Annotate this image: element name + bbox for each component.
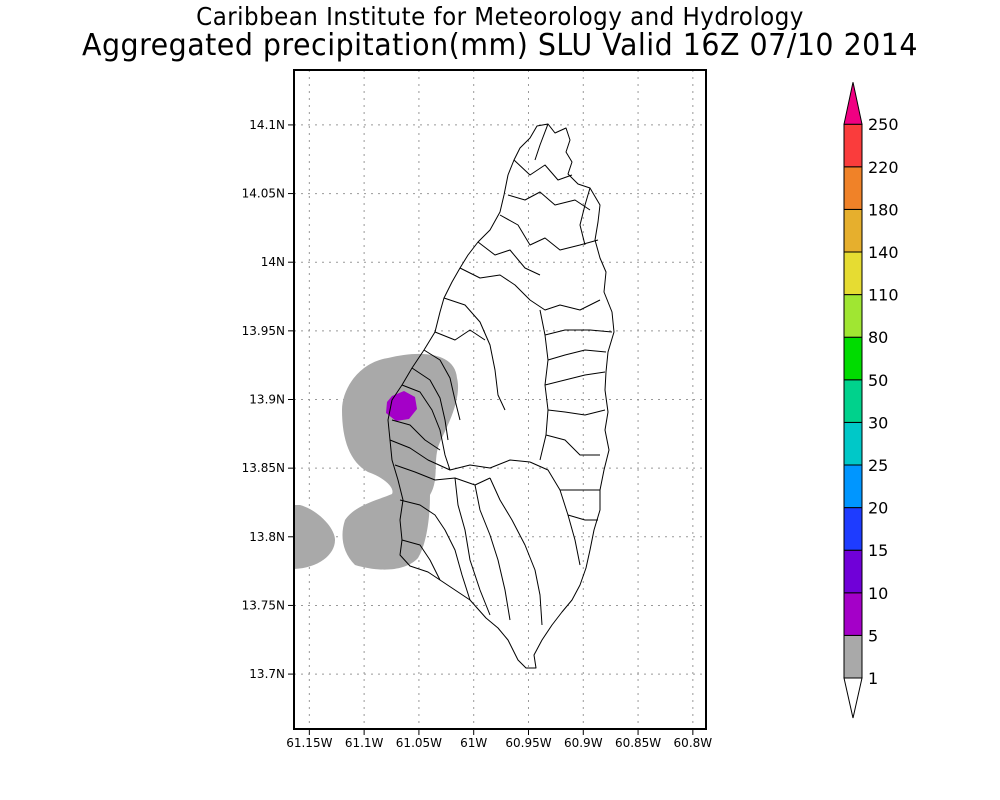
colorbar-band — [843, 421, 863, 466]
colorbar-label: 5 — [868, 626, 878, 645]
island-outline — [387, 123, 615, 669]
lat-tick-label: 13.95N — [242, 324, 285, 338]
colorbar-label: 25 — [868, 456, 888, 475]
colorbar-label: 10 — [868, 584, 888, 603]
longitude-axis: 61.15W 61.1W 61.05W 61W 60.95W 60.9W 60.85W 60.… — [286, 729, 712, 750]
colorbar-band — [843, 123, 863, 168]
colorbar-band — [843, 464, 863, 509]
precip-area-1-5mm — [342, 353, 459, 570]
lat-tick-label: 14.1N — [249, 118, 285, 132]
lat-tick-label: 13.7N — [249, 667, 285, 681]
lat-tick-label: 13.75N — [242, 598, 285, 612]
chart-title: Caribbean Institute for Meteorology and … — [196, 2, 804, 31]
colorbar-label: 1 — [868, 669, 878, 688]
lat-tick-label: 14N — [261, 255, 285, 269]
lon-tick-label: 61W — [460, 736, 487, 750]
lon-tick-label: 61.05W — [396, 736, 442, 750]
colorbar-label: 220 — [868, 158, 899, 177]
colorbar-label: 30 — [868, 413, 888, 432]
colorbar-below-triangle — [843, 677, 863, 719]
lat-tick-label: 13.9N — [249, 393, 285, 407]
latitude-axis: 14.1N 14.05N 14N 13.95N 13.9N 13.85N 13.8N 13.7… — [242, 118, 294, 681]
lon-tick-label: 60.9W — [564, 736, 603, 750]
colorbar-band — [843, 549, 863, 594]
colorbar-band — [843, 294, 863, 338]
lat-tick-label: 13.85N — [242, 461, 285, 475]
colorbar-band — [843, 379, 863, 423]
colorbar-label: 180 — [868, 200, 899, 219]
colorbar-band — [843, 592, 863, 636]
colorbar-label: 110 — [868, 286, 899, 305]
chart-subtitle: Aggregated precipitation(mm) SLU Valid 1… — [81, 28, 919, 63]
lon-tick-label: 60.8W — [674, 736, 713, 750]
colorbar-label: 20 — [868, 499, 888, 518]
colorbar-above-triangle — [843, 82, 863, 125]
colorbar-label: 80 — [868, 328, 888, 347]
colorbar-band — [843, 336, 863, 381]
lat-tick-label: 14.05N — [242, 187, 285, 201]
precip-shading — [294, 353, 459, 570]
lon-tick-label: 60.85W — [615, 736, 661, 750]
lat-tick-label: 13.8N — [249, 530, 285, 544]
colorbar-band — [843, 251, 863, 296]
colorbar-label: 15 — [868, 541, 888, 560]
lon-tick-label: 60.95W — [505, 736, 551, 750]
precip-area-1-5mm-offshore — [294, 505, 335, 569]
colorbar-band — [843, 507, 863, 551]
lon-tick-label: 61.1W — [345, 736, 384, 750]
colorbar-band — [843, 166, 863, 210]
colorbar-label: 50 — [868, 371, 888, 390]
colorbar-label: 250 — [868, 115, 899, 134]
colorbar-band — [843, 208, 863, 253]
colorbar-band — [843, 634, 863, 679]
precip-area-5-10mm — [386, 391, 417, 421]
lon-tick-label: 61.15W — [286, 736, 332, 750]
colorbar-label: 140 — [868, 243, 899, 262]
